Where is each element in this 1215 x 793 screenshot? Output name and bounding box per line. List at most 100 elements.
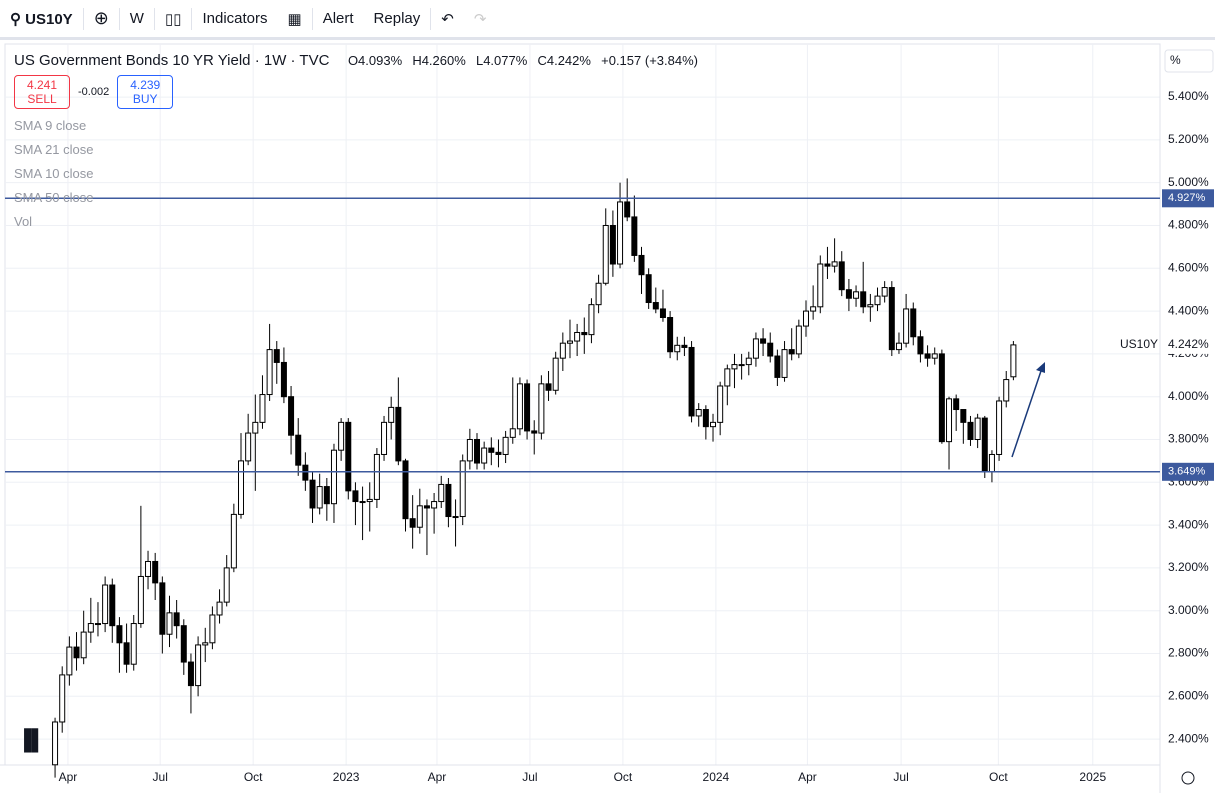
candle-body xyxy=(667,317,674,353)
candle-body xyxy=(702,409,709,428)
candle-body xyxy=(459,460,466,518)
candle-body xyxy=(373,453,380,500)
candle-body xyxy=(252,421,259,434)
redo[interactable]: ↷ xyxy=(473,10,487,28)
y-tick-label: 3.000% xyxy=(1168,603,1209,617)
interval[interactable]: W xyxy=(129,10,144,27)
candle-body xyxy=(903,308,910,344)
x-tick-label: 2024 xyxy=(703,770,730,784)
candle-body xyxy=(395,406,402,462)
candle-body xyxy=(59,674,66,723)
candle-body xyxy=(781,349,788,378)
buy-button[interactable]: 4.239 BUY xyxy=(117,75,174,109)
y-tick-label: 5.000% xyxy=(1168,175,1209,189)
indicator[interactable]: SMA 10 close xyxy=(14,166,94,181)
y-tick-label: 2.600% xyxy=(1168,688,1209,702)
candle-body xyxy=(595,282,602,306)
chart-type[interactable]: ▯▯ xyxy=(164,10,182,28)
candle-body xyxy=(853,291,860,299)
sell-button[interactable]: 4.241 SELL xyxy=(14,75,70,109)
indicators[interactable]: Indicators xyxy=(202,10,268,27)
candle-body xyxy=(416,505,423,528)
candle-body xyxy=(710,421,717,428)
candle-body xyxy=(767,342,774,357)
legend-title: US Government Bonds 10 YR Yield · 1W · T… xyxy=(14,52,330,69)
candle-body xyxy=(531,430,538,434)
candle-body xyxy=(409,518,416,528)
candle-body xyxy=(345,421,352,492)
candle-body xyxy=(717,385,724,423)
candle-body xyxy=(137,575,144,625)
candle-body xyxy=(624,201,631,218)
annotation-arrowhead xyxy=(1036,362,1045,373)
indicator[interactable]: SMA 9 close xyxy=(14,118,87,133)
buy-label: BUY xyxy=(132,92,158,106)
candle-body xyxy=(609,224,616,265)
undo[interactable]: ↶ xyxy=(441,10,454,28)
candle-body xyxy=(102,584,109,625)
candle-body xyxy=(931,353,938,359)
candle-body xyxy=(223,567,230,603)
candle-body xyxy=(123,642,130,665)
candle-body xyxy=(545,383,552,391)
candle-body xyxy=(824,263,831,267)
candle-body xyxy=(280,361,287,398)
indicator[interactable]: Vol xyxy=(14,214,33,229)
alert[interactable]: Alert xyxy=(322,10,354,27)
legend-header: US Government Bonds 10 YR Yield · 1W · T… xyxy=(14,52,698,69)
y-tick-label: 5.200% xyxy=(1168,132,1209,146)
candle-body xyxy=(238,460,245,515)
candle-body xyxy=(516,383,523,430)
x-tick-label: Jul xyxy=(153,770,168,784)
settings-button[interactable] xyxy=(1181,771,1195,785)
candle-body xyxy=(109,584,116,627)
candle-body xyxy=(295,434,302,466)
candle-body xyxy=(924,353,931,359)
templates[interactable]: ▦ xyxy=(287,10,302,28)
candle-body xyxy=(838,261,845,291)
candle-body xyxy=(638,254,645,276)
y-tick-label: 5.400% xyxy=(1168,89,1209,103)
candle-body xyxy=(52,721,59,766)
candle-body xyxy=(688,346,695,417)
candle-body xyxy=(273,349,280,363)
candle-body xyxy=(724,368,731,387)
y-tick-label: 2.400% xyxy=(1168,731,1209,745)
candle-body xyxy=(173,612,180,627)
candle-body xyxy=(330,449,337,505)
symbol: US10Y xyxy=(25,10,73,28)
close: C4.242% xyxy=(537,53,591,68)
candle-body xyxy=(452,516,459,519)
candle-body xyxy=(938,353,945,443)
candle-body xyxy=(895,342,902,351)
candle-body xyxy=(309,479,316,509)
candle-body xyxy=(566,340,573,344)
y-tick-label: 4.600% xyxy=(1168,260,1209,274)
y-tick-label: 3.800% xyxy=(1168,432,1209,446)
candle-body xyxy=(996,400,1003,455)
change: +0.157 (+3.84%) xyxy=(601,53,698,68)
add-symbol[interactable]: ⊕ xyxy=(93,8,109,28)
logo: ▐▌ xyxy=(17,727,45,753)
annotation-arrow xyxy=(1011,367,1043,458)
x-tick-label: Oct xyxy=(989,770,1008,784)
candle-body xyxy=(617,201,624,265)
candle-body xyxy=(602,224,609,284)
last-price-badge xyxy=(1162,335,1214,354)
indicator[interactable]: SMA 21 close xyxy=(14,142,94,157)
candle-body xyxy=(159,582,166,635)
y-tick-label: 3.200% xyxy=(1168,560,1209,574)
indicator[interactable]: SMA 50 close xyxy=(14,190,94,205)
candle-body xyxy=(810,306,817,312)
symbol-search[interactable]: ⚲ US10Y xyxy=(10,10,73,28)
candle-body xyxy=(502,436,509,455)
candle-body xyxy=(87,623,94,633)
candle-body xyxy=(187,661,194,687)
candle-body xyxy=(488,447,495,453)
replay[interactable]: Replay xyxy=(373,10,421,27)
candle-body xyxy=(817,263,824,308)
candle-body xyxy=(538,383,545,434)
candle-body xyxy=(860,291,867,308)
